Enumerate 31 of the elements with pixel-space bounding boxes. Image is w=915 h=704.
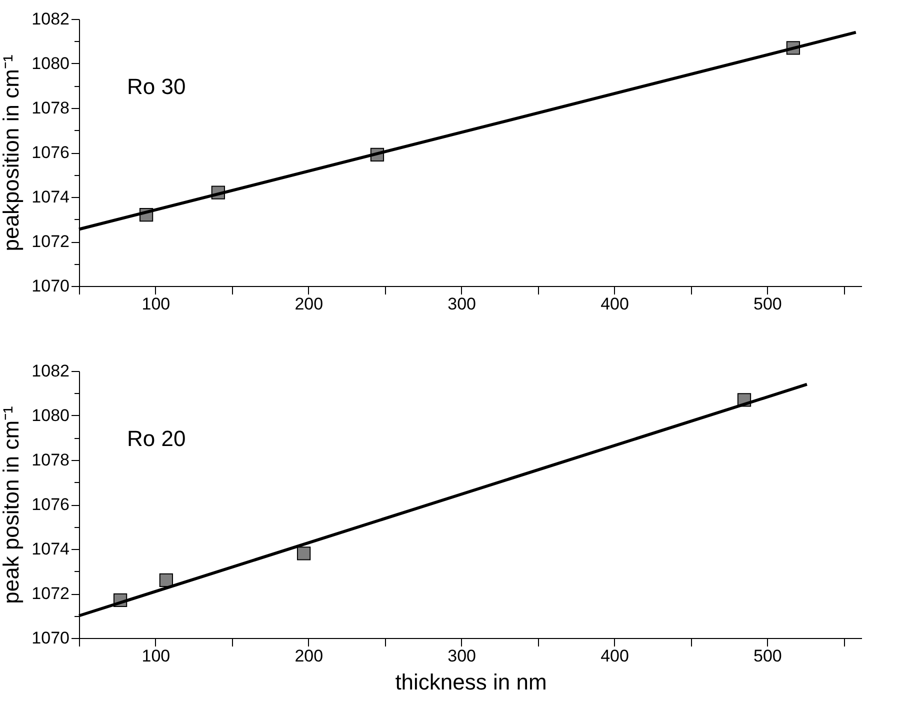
point (296, 546, 311, 560)
annotation: Ro 20 (127, 426, 186, 451)
x-tick-label: 100 (142, 294, 170, 314)
x-tick-label: 100 (142, 646, 170, 666)
y-tick-label: 1080 (32, 406, 70, 425)
y-tick-label: 1070 (32, 276, 70, 296)
x-tick-label: 400 (600, 294, 629, 314)
y-axis-title: peakposition in cm⁻¹ (0, 54, 24, 252)
annotation: Ro 30 (127, 74, 186, 99)
y-tick-label: 1082 (32, 362, 70, 380)
x-tick-label: 200 (294, 294, 324, 314)
x-tick-label: 300 (448, 646, 476, 666)
x-axis-title: thickness in nm (395, 670, 547, 694)
x-tick-label: 300 (448, 294, 476, 314)
y-tick-label: 1074 (32, 540, 70, 558)
y-axis-title: peak positon in cm⁻¹ (0, 406, 24, 604)
x-tick-label: 500 (753, 294, 782, 314)
x-tick-label: 200 (294, 646, 324, 666)
y-tick-label: 1082 (32, 10, 70, 28)
y-tick-label: 1078 (32, 450, 70, 470)
y-tick-label: 1076 (32, 495, 70, 514)
y-tick-label: 1074 (32, 188, 70, 206)
point (159, 573, 173, 587)
x-tick-label: 500 (753, 646, 782, 666)
y-tick-label: 1080 (32, 54, 70, 73)
y-tick-label: 1078 (32, 98, 70, 118)
x-tick-label: 400 (600, 646, 629, 666)
y-tick-label: 1072 (32, 232, 70, 251)
y-tick-label: 1072 (32, 584, 70, 603)
y-tick-label: 1076 (32, 143, 70, 162)
y-tick-label: 1070 (32, 628, 70, 648)
